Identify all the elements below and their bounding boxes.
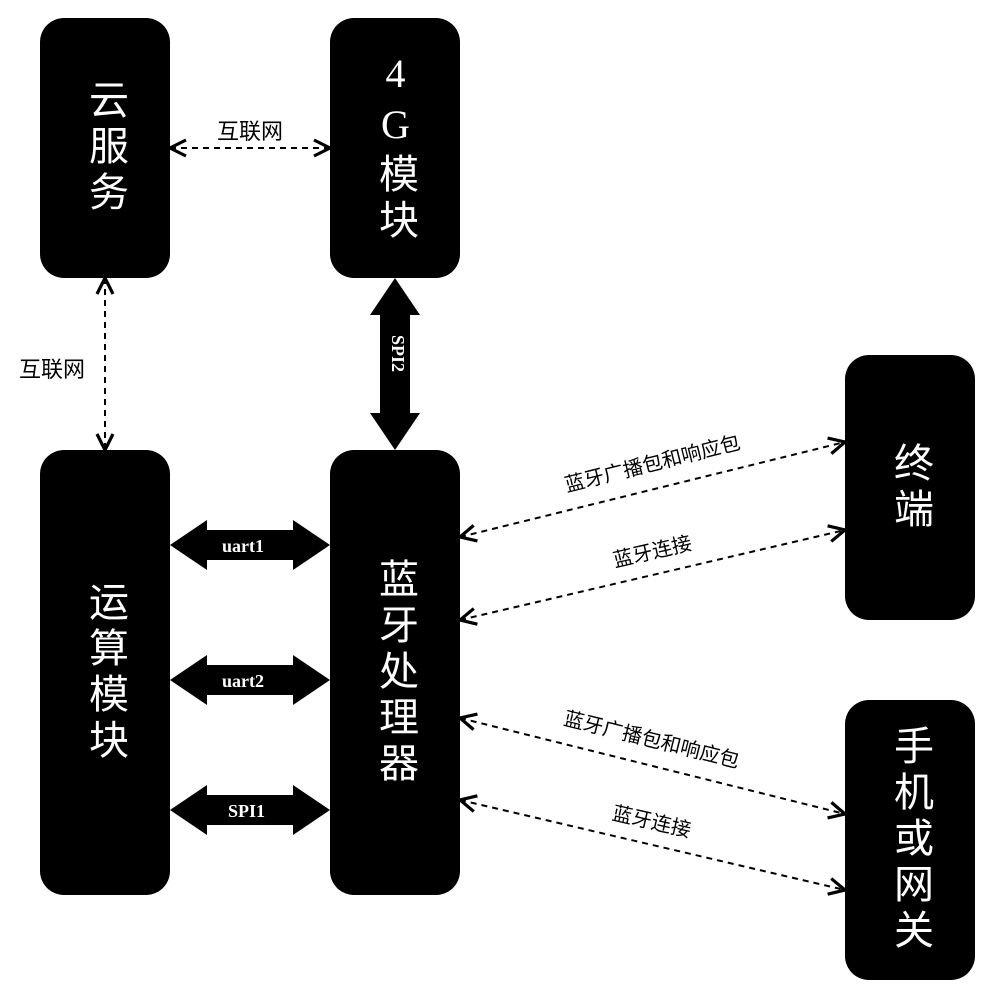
node-compute: 运算模块 — [40, 450, 170, 895]
node-cloud-label: 云服务 — [85, 79, 125, 217]
diagram-canvas: 云服务 4G模块 运算模块 蓝牙处理器 终端 手机或网关 — [0, 0, 1000, 997]
label-bt-term-2: 蓝牙连接 — [610, 527, 694, 573]
label-cloud-4g: 互联网 — [217, 114, 283, 146]
node-4g-label: 4G模块 — [375, 51, 415, 245]
node-terminal-label: 终端 — [890, 442, 930, 534]
node-phone-label: 手机或网关 — [890, 725, 930, 955]
node-compute-label: 运算模块 — [85, 581, 125, 765]
label-spi1: SPI1 — [228, 801, 265, 822]
node-4g: 4G模块 — [330, 18, 460, 278]
node-cloud: 云服务 — [40, 18, 170, 278]
label-bt-phone-1: 蓝牙广播包和响应包 — [561, 702, 743, 774]
node-phone: 手机或网关 — [845, 700, 975, 980]
node-bt-label: 蓝牙处理器 — [375, 558, 415, 788]
label-bt-phone-2: 蓝牙连接 — [610, 797, 694, 843]
label-uart2: uart2 — [222, 671, 264, 692]
label-4g-bt: SPI2 — [387, 335, 408, 372]
node-bt: 蓝牙处理器 — [330, 450, 460, 895]
label-bt-term-1: 蓝牙广播包和响应包 — [561, 426, 743, 498]
label-cloud-compute: 互联网 — [19, 352, 85, 384]
label-uart1: uart1 — [222, 536, 264, 557]
node-terminal: 终端 — [845, 355, 975, 620]
